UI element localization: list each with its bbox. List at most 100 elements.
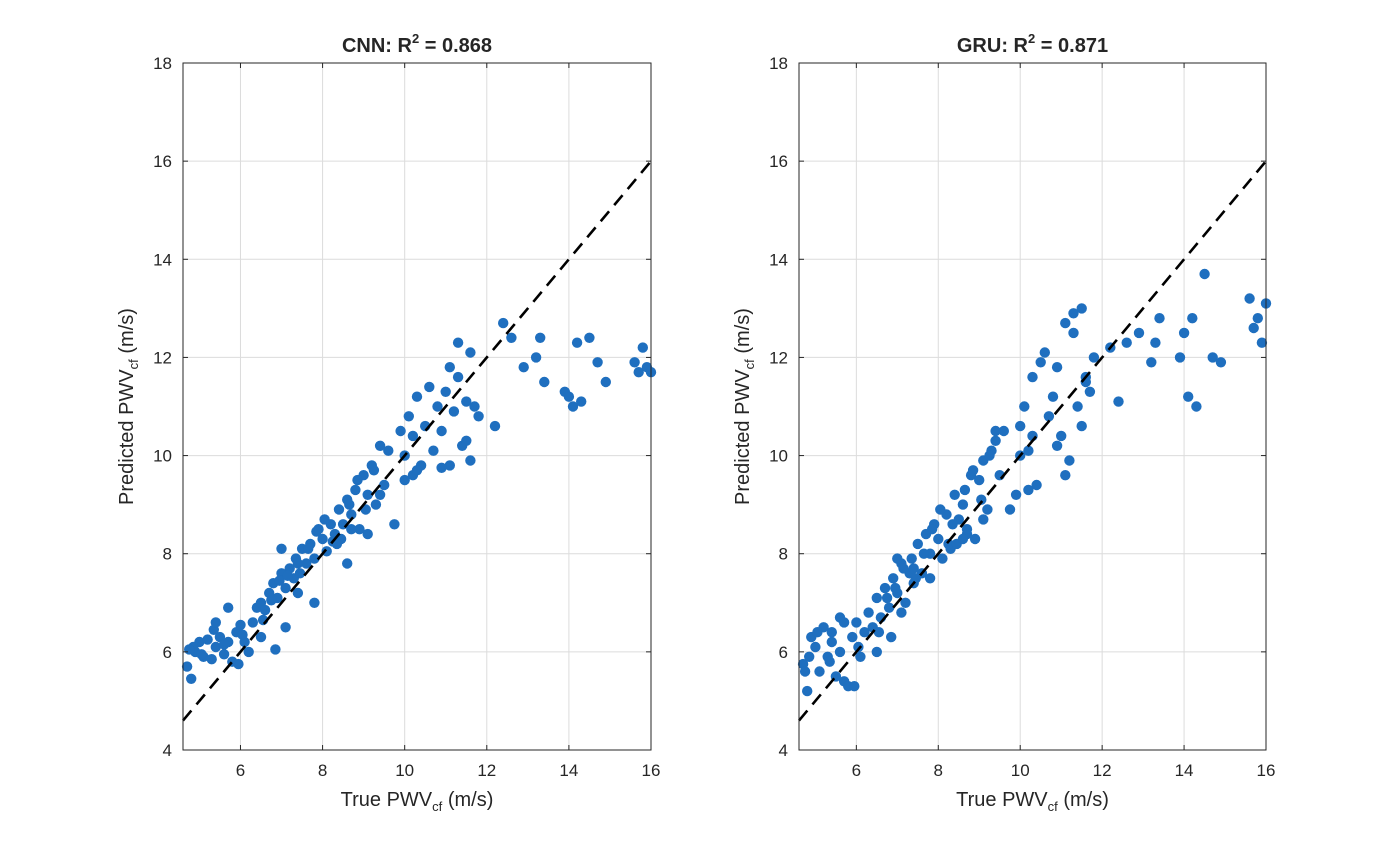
- data-point: [218, 639, 230, 650]
- data-point: [957, 533, 969, 545]
- data-point: [303, 543, 314, 554]
- x-axis-ticks: 6 8 10 12 14 16: [236, 63, 661, 780]
- data-point: [342, 558, 353, 569]
- y-axis-label: Predicted PWVcf (m/s): [116, 308, 141, 505]
- data-point: [223, 602, 234, 613]
- x-label-sub: cf: [432, 799, 443, 814]
- x-tick-label: 8: [318, 761, 327, 780]
- x-tick-label: 10: [1011, 761, 1030, 780]
- data-point: [235, 619, 246, 631]
- data-point: [403, 411, 414, 422]
- identity-reference-line: [798, 160, 1267, 722]
- data-point: [362, 528, 373, 540]
- data-point: [571, 337, 583, 348]
- y-tick-label: 8: [779, 545, 788, 564]
- data-point: [967, 465, 979, 476]
- data-point: [1150, 337, 1161, 348]
- data-point: [871, 592, 882, 604]
- x-tick-label: 10: [395, 761, 414, 780]
- data-point: [444, 460, 455, 471]
- data-point: [949, 489, 960, 500]
- data-point: [924, 573, 936, 584]
- data-point: [383, 445, 394, 456]
- data-point: [411, 465, 423, 476]
- data-point: [243, 646, 254, 658]
- data-point: [461, 396, 472, 407]
- data-point: [317, 533, 328, 545]
- data-point: [259, 604, 271, 616]
- data-point: [1004, 504, 1016, 515]
- x-tick-label: 14: [559, 761, 578, 780]
- data-point: [1027, 371, 1038, 383]
- data-point: [1060, 317, 1071, 329]
- data-point: [1187, 313, 1198, 324]
- x-axis-ticks: 6 8 10 12 14 16: [852, 63, 1275, 780]
- title-r2-label: R: [398, 35, 413, 57]
- data-point: [465, 347, 476, 358]
- data-point: [990, 425, 1001, 437]
- chart-panel-gru: GRU: R2 = 0.871 6 8 10 12 14 16 4 6 8 10 12 14 16 18…: [732, 31, 1275, 814]
- data-point: [346, 509, 357, 520]
- data-point: [926, 524, 938, 535]
- axes-box: [182, 62, 652, 751]
- y-label-prefix: Predicted: [732, 420, 754, 505]
- y-tick-label: 18: [769, 54, 788, 73]
- data-point: [853, 641, 864, 653]
- data-point: [633, 367, 644, 378]
- y-axis-label: Predicted PWVcf (m/s): [732, 308, 757, 505]
- data-point: [452, 337, 464, 348]
- data-point: [389, 519, 400, 530]
- data-point: [233, 658, 244, 670]
- data-point: [266, 595, 277, 606]
- y-tick-label: 4: [779, 741, 788, 760]
- data-point: [309, 597, 320, 608]
- data-point: [352, 474, 363, 486]
- data-point: [399, 474, 410, 486]
- y-tick-label: 10: [769, 447, 788, 466]
- data-point: [959, 484, 971, 496]
- y-label-var: PWV: [116, 369, 138, 415]
- data-point: [354, 524, 365, 535]
- data-point: [1248, 322, 1259, 334]
- data-point: [910, 573, 921, 584]
- y-label-unit: (m/s): [116, 308, 138, 354]
- data-point: [851, 617, 862, 628]
- data-point: [637, 342, 648, 353]
- data-point: [1010, 489, 1022, 500]
- title-model: GRU: [957, 35, 1001, 57]
- data-point: [855, 651, 866, 662]
- data-point: [218, 649, 230, 660]
- x-tick-label: 6: [236, 761, 245, 780]
- data-point: [810, 641, 821, 653]
- data-point: [933, 533, 944, 545]
- y-tick-label: 16: [769, 152, 788, 171]
- data-point: [1035, 357, 1046, 368]
- data-point: [814, 666, 825, 677]
- data-point: [1064, 455, 1075, 466]
- data-point: [600, 376, 611, 388]
- data-point: [886, 631, 897, 643]
- data-point: [498, 317, 509, 329]
- data-point: [1043, 411, 1055, 422]
- x-tick-label: 12: [477, 761, 496, 780]
- data-point: [947, 519, 958, 530]
- data-point: [424, 381, 435, 393]
- x-label-prefix: True: [956, 789, 996, 811]
- data-point: [469, 401, 480, 412]
- data-point: [428, 445, 439, 456]
- y-label-var: PWV: [732, 369, 754, 415]
- data-point: [1051, 440, 1063, 451]
- data-point: [1039, 347, 1051, 358]
- data-point: [436, 462, 447, 473]
- y-tick-label: 6: [163, 643, 172, 662]
- data-point: [804, 651, 815, 662]
- x-label-var: PWV: [387, 789, 433, 811]
- data-point: [333, 504, 345, 515]
- data-point: [1252, 313, 1264, 324]
- data-point: [912, 538, 923, 550]
- y-tick-label: 16: [153, 152, 172, 171]
- data-point: [186, 673, 197, 684]
- data-point: [1056, 430, 1067, 442]
- data-point: [535, 332, 546, 343]
- x-tick-label: 16: [642, 761, 661, 780]
